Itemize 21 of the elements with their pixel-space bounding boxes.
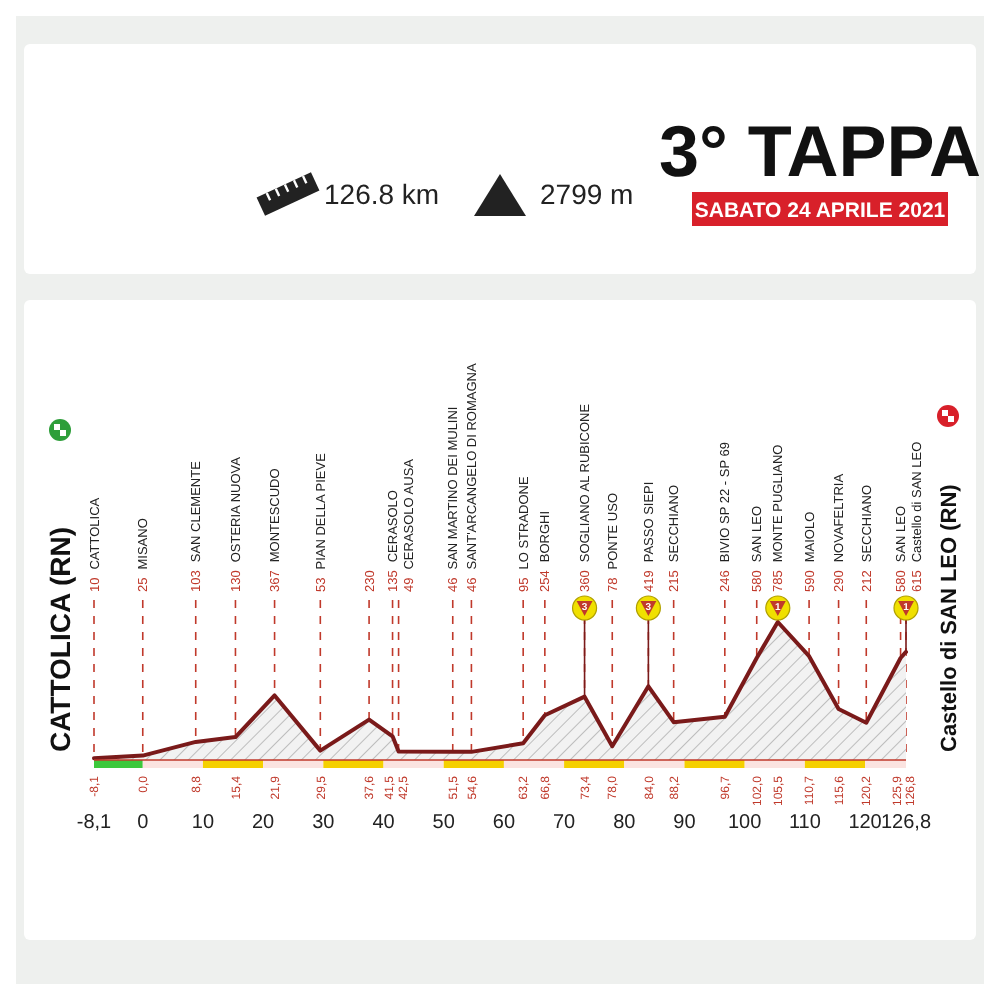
x2-tick-label: 110: [788, 812, 822, 834]
x2-tick-label: 120: [848, 812, 883, 834]
x2-tick-label: 90: [673, 812, 697, 834]
x2-tick-label: 80: [613, 812, 637, 834]
x2-tick-label: 50: [432, 812, 456, 834]
text: Castello di SAN LEO (RN): [938, 483, 962, 752]
chart-subtitle: SABATO 24 APRILE 2021: [694, 199, 946, 223]
x2-tick-label: -8,1: [76, 812, 113, 834]
x2-tick-label: 70: [552, 812, 577, 834]
chart-title: 3° TAPPA: [658, 110, 982, 192]
x2-tick-label: 20: [252, 812, 276, 834]
x2-tick-label: 40: [372, 812, 396, 834]
x2-tick-label: 30: [312, 812, 336, 834]
x2-tick-label: 10: [191, 812, 215, 834]
text: CATTOLICA (RN): [44, 527, 76, 752]
text: 126.8 km: [324, 178, 440, 210]
x2-tick-label: 100: [728, 812, 763, 834]
text: 2799 m: [540, 178, 634, 210]
x2-tick-label: 126,8: [880, 812, 932, 834]
x2-tick-label: 60: [492, 812, 516, 834]
x2-tick-label: 0: [137, 812, 150, 834]
